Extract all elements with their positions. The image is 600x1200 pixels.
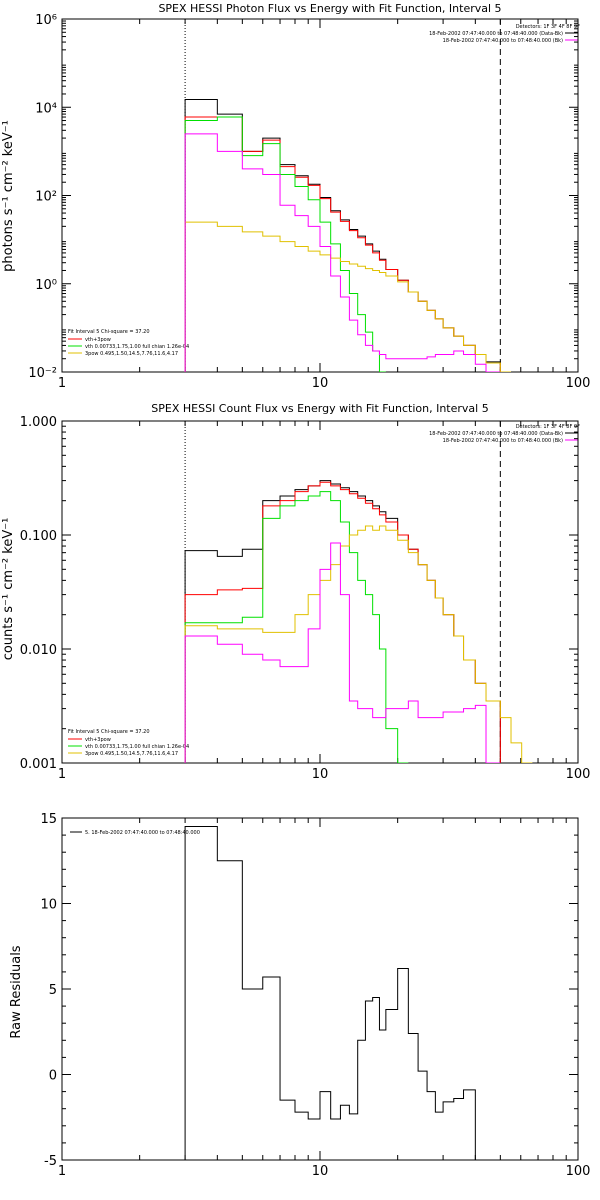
panel1-header-line-1: Detectors: 1F 3F 4F 8F 9F (516, 24, 580, 30)
series-line-3pow (184, 221, 512, 372)
x-tick-label: 1 (58, 1164, 66, 1179)
panel1-legend-label-2: vth 0.00733,1.75,1.00 full chian 1.26e-0… (85, 344, 189, 350)
x-tick-label: 10 (312, 376, 329, 391)
series-line-bk (184, 133, 501, 372)
panel1-title: SPEX HESSI Photon Flux vs Energy with Fi… (158, 2, 501, 15)
panel1-legend-label-3: 3pow 0.495,1.50,14.5,7.76,11.6,4.17 (85, 351, 178, 357)
panel1-ylabel: photons s⁻¹ cm⁻² keV⁻¹ (1, 120, 16, 272)
panel1-header-line-3: 18-Feb-2002 07:47:40.000 to 07:48:40.000… (443, 38, 563, 44)
panel2-legend-label-3: 3pow 0.495,1.50,14.5,7.76,11.6,4.17 (85, 751, 178, 757)
panel2-header-line-3: 18-Feb-2002 07:47:40.000 to 07:48:40.000… (443, 438, 563, 444)
y-tick-label: -5 (44, 1154, 57, 1169)
y-tick-label: 0.001 (20, 757, 57, 772)
panel1-legend-header: Fit Interval 5 Chi-square = 37.20 (68, 329, 150, 335)
panel2-ylabel: counts s⁻¹ cm⁻² keV⁻¹ (1, 518, 16, 661)
y-tick-label: 10⁻² (28, 366, 57, 381)
panel2-legend-header: Fit Interval 5 Chi-square = 37.20 (68, 729, 150, 735)
y-tick-label: 0.100 (20, 529, 57, 544)
series-group (184, 98, 512, 372)
residuals-panel: Raw Residuals 5. 18-Feb-2002 07:47:40.00… (9, 812, 590, 1179)
x-tick-label: 100 (566, 376, 591, 391)
x-tick-label: 10 (312, 1164, 329, 1179)
panel2-header-line-1: Detectors: 1F 3F 4F 8F 9F (516, 424, 580, 430)
y-tick-label: 10⁶ (35, 13, 57, 28)
x-tick-label: 100 (566, 1164, 591, 1179)
series-line-vth (184, 116, 386, 372)
photon-flux-panel: SPEX HESSI Photon Flux vs Energy with Fi… (1, 2, 590, 391)
panel3-ylabel: Raw Residuals (9, 945, 24, 1038)
series-line-3pow (184, 525, 533, 763)
panel3-legend-label: 5. 18-Feb-2002 07:47:40.000 to 07:48:40.… (85, 830, 200, 836)
x-tick-label: 100 (566, 767, 591, 782)
panel1-legend-label-1: vth+3pow (85, 337, 111, 343)
y-tick-label: 15 (40, 812, 57, 827)
x-tick-label: 10 (312, 767, 329, 782)
series-group (184, 826, 501, 1160)
series-line-residual (184, 826, 501, 1160)
y-tick-label: 0.010 (20, 643, 57, 658)
series-line-data-bk (184, 480, 501, 763)
panel2-legend-label-2: vth 0.00733,1.75,1.00 full chian 1.26e-0… (85, 744, 189, 750)
panel2-legend-label-1: vth+3pow (85, 737, 111, 743)
y-tick-label: 10⁰ (35, 278, 57, 293)
panel2-title: SPEX HESSI Count Flux vs Energy with Fit… (151, 402, 488, 415)
y-tick-label: 1.000 (20, 415, 57, 430)
series-line-data-bk (184, 98, 501, 372)
y-tick-label: 10² (35, 190, 57, 205)
y-tick-label: 5 (49, 983, 57, 998)
y-tick-label: 10 (40, 898, 57, 913)
panel2-header-line-2: 18-Feb-2002 07:47:40.000 to 07:48:40.000… (429, 431, 563, 437)
y-tick-label: 10⁴ (35, 101, 57, 116)
count-flux-panel: SPEX HESSI Count Flux vs Energy with Fit… (1, 402, 590, 782)
series-group (184, 480, 533, 763)
panel1-header-line-2: 18-Feb-2002 07:47:40.000 to 07:48:40.000… (429, 31, 563, 37)
y-tick-label: 0 (49, 1069, 57, 1084)
x-tick-label: 1 (58, 376, 66, 391)
series-line-vth-3pow (184, 116, 501, 372)
series-line-bk (184, 542, 501, 763)
series-line-vth (184, 491, 409, 763)
x-tick-label: 1 (58, 767, 66, 782)
